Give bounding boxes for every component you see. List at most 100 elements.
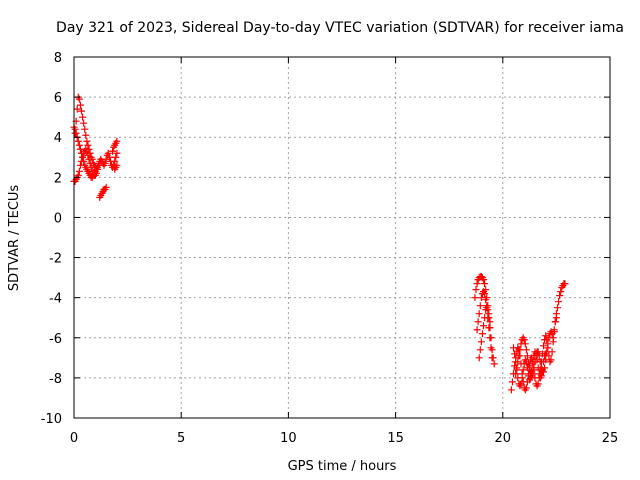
y-tick-label: 6 (54, 91, 62, 106)
data-point (541, 364, 549, 372)
data-point (551, 318, 559, 326)
data-point (555, 298, 563, 306)
data-point (481, 280, 489, 288)
data-point (76, 161, 84, 169)
data-point (93, 169, 101, 177)
data-point (81, 125, 89, 133)
data-point (540, 342, 548, 350)
data-point (537, 372, 545, 380)
data-point (73, 105, 81, 113)
series-segment-late-a (471, 273, 498, 368)
data-point (472, 286, 480, 294)
data-point (111, 157, 119, 165)
data-point (83, 137, 91, 145)
plot-frame (73, 56, 611, 419)
x-tick-label: 20 (495, 431, 512, 446)
data-point (481, 290, 489, 298)
data-point (78, 107, 86, 115)
data-point (477, 294, 485, 302)
data-point (476, 302, 484, 310)
data-point (480, 276, 488, 284)
data-point (490, 360, 498, 368)
data-point (483, 302, 491, 310)
data-point (529, 370, 537, 378)
data-point (519, 366, 527, 374)
y-tick-label: 0 (54, 211, 62, 226)
data-point (549, 334, 557, 342)
y-tick-label: -2 (49, 252, 62, 267)
data-point (561, 280, 569, 288)
data-point (84, 141, 92, 149)
data-point (75, 167, 83, 175)
y-tick-label: -4 (49, 292, 62, 307)
data-point (105, 153, 113, 161)
data-point (109, 147, 117, 155)
data-point (534, 348, 542, 356)
x-tick-label: 25 (602, 431, 619, 446)
data-point (556, 292, 564, 300)
data-point (113, 161, 121, 169)
data-point (478, 330, 486, 338)
data-point (517, 380, 525, 388)
x-tick-label: 5 (177, 431, 185, 446)
y-axis-ticks: -10 -8 -6 -4 -2 0 2 4 6 8 (41, 51, 610, 427)
data-point (516, 346, 524, 354)
x-tick-label: 15 (387, 431, 404, 446)
data-point (112, 153, 120, 161)
data-point (520, 336, 528, 344)
data-point (515, 352, 523, 360)
data-point (79, 153, 87, 161)
data-point (474, 318, 482, 326)
data-point (540, 368, 548, 376)
data-point (542, 356, 550, 364)
data-point (84, 151, 92, 159)
data-point (530, 364, 538, 372)
data-point (75, 141, 83, 149)
data-point (487, 334, 495, 342)
data-point (526, 366, 534, 374)
data-point (525, 360, 533, 368)
y-tick-label: -6 (49, 332, 62, 347)
data-point (482, 296, 490, 304)
data-point (471, 294, 479, 302)
data-point (85, 155, 93, 163)
data-point (550, 326, 558, 334)
data-point (552, 314, 560, 322)
series-segment-early (70, 93, 121, 201)
data-point (523, 352, 531, 360)
data-point (80, 119, 88, 127)
data-point (71, 129, 79, 137)
data-point (486, 318, 494, 326)
data-point (514, 358, 522, 366)
data-point (511, 350, 519, 358)
y-tick-label: 4 (54, 131, 62, 146)
data-point (488, 346, 496, 354)
data-point (473, 280, 481, 288)
y-axis-label: SDTVAR / TECUs (7, 185, 22, 292)
data-point (486, 324, 494, 332)
data-point (485, 314, 493, 322)
data-point (534, 380, 542, 388)
data-point (536, 358, 544, 366)
data-point (535, 352, 543, 360)
data-point (87, 163, 95, 171)
x-axis-ticks: 0 5 10 15 20 25 (70, 57, 618, 446)
data-point (101, 159, 109, 167)
data-point (476, 346, 484, 354)
y-tick-label: 2 (54, 171, 62, 186)
data-point (508, 378, 516, 386)
data-point (521, 340, 529, 348)
y-tick-label: -8 (49, 372, 62, 387)
data-point (113, 137, 121, 145)
data-point (477, 338, 485, 346)
x-tick-label: 0 (70, 431, 78, 446)
data-point (78, 157, 86, 165)
data-point (484, 306, 492, 314)
data-point (74, 137, 82, 145)
chart-title: Day 321 of 2023, Sidereal Day-to-day VTE… (56, 20, 624, 36)
data-point (543, 348, 551, 356)
data-point (82, 131, 90, 139)
data-point (113, 149, 121, 157)
data-point (512, 370, 520, 378)
data-point (522, 384, 530, 392)
